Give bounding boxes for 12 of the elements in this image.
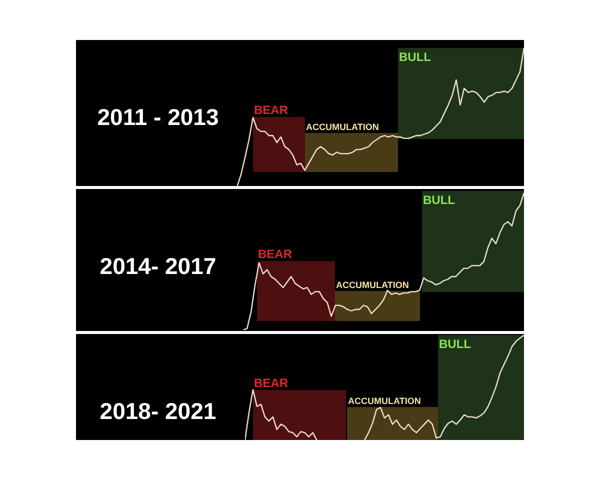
annotation: BULL	[439, 337, 471, 351]
annotation: ACCUMULATION	[348, 396, 421, 406]
text: 2018- 2021	[98, 398, 218, 424]
text: 2014- 2017	[98, 253, 218, 279]
annotation: ACCUMULATION	[306, 122, 379, 132]
annotation: BULL	[399, 50, 431, 64]
annotation: BULL	[423, 193, 455, 207]
text: 2011 - 2013	[96, 104, 220, 130]
annotation: BEAR	[258, 247, 292, 261]
annotation: ACCUMULATION	[336, 280, 409, 290]
annotation: BEAR	[254, 103, 288, 117]
annotation: BEAR	[254, 376, 288, 390]
